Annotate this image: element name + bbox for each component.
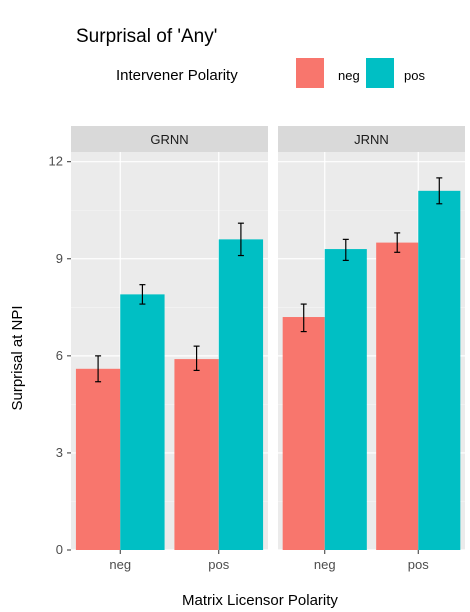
error-bar bbox=[300, 303, 307, 333]
bar-GRNN-pos-neg bbox=[174, 359, 219, 550]
y-tick-label: 6 bbox=[56, 348, 63, 363]
legend-title: Intervener Polarity bbox=[116, 67, 238, 84]
bar-JRNN-neg-neg bbox=[282, 317, 325, 550]
x-tick-label: neg bbox=[314, 557, 336, 572]
bar-JRNN-neg-pos bbox=[324, 249, 367, 550]
facet-label: JRNN bbox=[354, 132, 389, 147]
legend-label-pos: pos bbox=[404, 68, 425, 83]
legend: Intervener Polarity neg pos bbox=[116, 58, 425, 88]
legend-key-pos bbox=[366, 58, 394, 88]
error-bar bbox=[139, 284, 146, 305]
panel-GRNN: GRNN neg pos bbox=[71, 126, 268, 572]
facet-strip bbox=[278, 126, 465, 152]
legend-key-neg bbox=[296, 58, 324, 88]
legend-label-neg: neg bbox=[338, 68, 360, 83]
bar-GRNN-neg-pos bbox=[120, 294, 165, 550]
bar-GRNN-pos-pos bbox=[218, 239, 264, 551]
bar-JRNN-pos-pos bbox=[418, 190, 461, 550]
y-tick-label: 12 bbox=[49, 154, 63, 169]
bar-JRNN-pos-neg bbox=[376, 242, 419, 550]
error-bar bbox=[394, 232, 401, 253]
bar-GRNN-neg-neg bbox=[75, 368, 121, 550]
error-bar bbox=[95, 355, 102, 383]
y-tick-label: 0 bbox=[56, 542, 63, 557]
x-tick-label: pos bbox=[408, 557, 429, 572]
x-axis-label: Matrix Licensor Polarity bbox=[182, 592, 338, 609]
facet-strip bbox=[71, 126, 268, 152]
y-axis-label: Surprisal at NPI bbox=[9, 305, 26, 410]
error-bar bbox=[342, 238, 349, 261]
facet-label: GRNN bbox=[150, 132, 188, 147]
x-tick-label: pos bbox=[208, 557, 229, 572]
error-bar bbox=[436, 177, 443, 205]
y-axis: 0 3 6 9 12 bbox=[49, 154, 71, 557]
y-tick-label: 9 bbox=[56, 251, 63, 266]
panel-JRNN: JRNN neg pos bbox=[278, 126, 465, 572]
chart-title: Surprisal of 'Any' bbox=[76, 26, 217, 47]
error-bar bbox=[237, 222, 244, 257]
x-tick-label: neg bbox=[109, 557, 131, 572]
error-bar bbox=[193, 345, 200, 372]
y-tick-label: 3 bbox=[56, 445, 63, 460]
